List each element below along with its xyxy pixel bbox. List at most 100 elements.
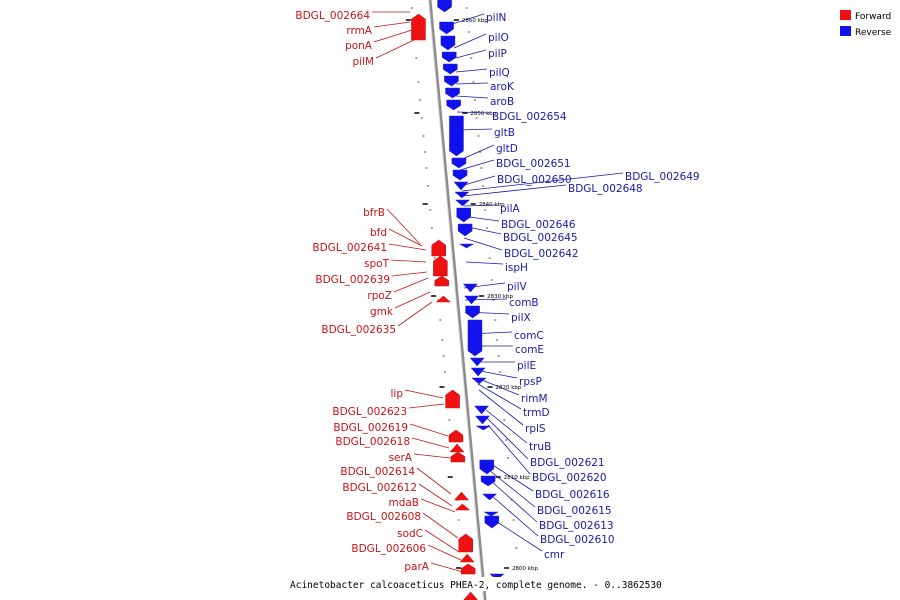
forward-gene-label: BDGL_002608 [346, 511, 421, 523]
reverse-leader-line [487, 461, 534, 492]
reverse-gene-feature [449, 115, 464, 157]
forward-leader-line [373, 29, 413, 43]
reverse-gene-feature [443, 63, 458, 75]
reverse-leader-line [459, 159, 495, 171]
reverse-gene-feature [454, 199, 471, 207]
reverse-leader-line [477, 383, 522, 410]
forward-gene-label: BDGL_002664 [295, 10, 370, 22]
reverse-gene-label: comC [514, 330, 544, 342]
genome-backbone [428, 0, 487, 600]
reverse-gene-feature [462, 283, 478, 293]
forward-gene-feature [453, 491, 470, 501]
forward-gene-label: ponA [345, 40, 373, 52]
reverse-gene-label: comB [509, 297, 539, 309]
forward-leader-line [393, 277, 429, 293]
reverse-leader-line [456, 111, 491, 114]
caption-background [288, 577, 612, 591]
reverse-gene-label: rimM [521, 393, 548, 405]
reverse-gene-feature [479, 459, 495, 475]
reverse-gene-feature [452, 169, 468, 181]
forward-leader-line [404, 389, 444, 399]
forward-leader-line [424, 529, 460, 553]
reverse-gene-feature [480, 475, 496, 487]
forward-gene-feature [445, 389, 460, 409]
reverse-gene-label: pilP [488, 48, 507, 60]
map-caption: Acinetobacter calcoaceticus PHEA-2, comp… [290, 580, 662, 591]
reverse-gene-feature [439, 21, 454, 35]
reverse-leader-line [478, 389, 524, 426]
reverse-gene-label: BDGL_002615 [537, 505, 612, 517]
reverse-gene-label: rpsP [519, 376, 542, 388]
forward-leader-line [390, 259, 427, 263]
forward-gene-label: BDGL_002635 [321, 324, 396, 336]
reverse-leader-line [487, 424, 531, 475]
reverse-gene-label: cmr [544, 549, 565, 561]
reverse-gene-label: gltB [494, 127, 515, 139]
legend-swatch-forward [840, 10, 851, 20]
forward-gene-label: serA [389, 452, 413, 464]
forward-gene-label: rrmA [346, 25, 372, 37]
forward-leader-line [427, 544, 462, 561]
reverse-gene-label: aroB [490, 96, 514, 108]
reverse-gene-feature [463, 295, 480, 305]
leader-lines [372, 11, 624, 573]
reverse-leader-line [451, 13, 485, 25]
reverse-leader-line [488, 469, 536, 508]
reverse-gene-feature [440, 35, 456, 51]
forward-leader-line [386, 208, 421, 245]
reverse-leader-line [460, 175, 496, 187]
forward-gene-label: BDGL_002641 [312, 242, 387, 254]
forward-gene-label: BDGL_002614 [340, 466, 415, 478]
reverse-gene-feature [474, 405, 490, 415]
legend-label-forward: Forward [855, 12, 891, 22]
forward-gene-label: BDGL_002639 [315, 274, 390, 286]
forward-gene-label: bfd [370, 227, 387, 239]
reverse-gene-label: BDGL_002645 [503, 232, 578, 244]
reverse-gene-feature [437, 0, 452, 13]
reverse-leader-line [463, 204, 499, 207]
scale-label: 2820 kbp [495, 385, 521, 391]
reverse-leader-line [453, 33, 487, 49]
reverse-gene-feature [454, 191, 470, 199]
forward-leader-line [422, 512, 459, 539]
forward-leader-line [394, 291, 431, 309]
forward-gene-feature [433, 255, 448, 277]
reverse-gene-label: rplS [525, 423, 546, 435]
reverse-leader-line [486, 417, 529, 460]
forward-gene-label: sodC [397, 528, 423, 540]
reverse-gene-label: gltD [496, 143, 518, 155]
legend-swatch-reverse [840, 26, 851, 36]
forward-leader-line [388, 228, 423, 247]
forward-gene-feature [450, 451, 466, 463]
forward-gene-feature [449, 443, 465, 453]
forward-gene-feature [411, 13, 426, 41]
reverse-leader-line [493, 519, 543, 552]
reverse-gene-feature [451, 157, 467, 169]
forward-gene-label: BDGL_002612 [342, 482, 417, 494]
reverse-gene-label: BDGL_002650 [497, 174, 572, 186]
forward-gene-label: BDGL_002618 [335, 436, 410, 448]
forward-gene-label: pilM [352, 56, 374, 68]
reverse-gene-feature [475, 425, 492, 431]
reverse-leader-line [476, 377, 520, 396]
forward-leader-line [409, 423, 449, 437]
reverse-gene-label: BDGL_002621 [530, 457, 605, 469]
reverse-gene-label: BDGL_002654 [492, 111, 567, 123]
scale-label: 2800 kbp [512, 566, 538, 572]
forward-gene-label: rpoZ [367, 290, 392, 302]
forward-gene-feature [434, 275, 450, 287]
scale-label: 2860 kbp [462, 18, 488, 24]
reverse-gene-label: BDGL_002620 [532, 472, 607, 484]
reverse-leader-line [463, 237, 503, 251]
forward-leader-line [430, 562, 464, 573]
reverse-gene-label: BDGL_002646 [501, 219, 576, 231]
reverse-leader-line [455, 82, 489, 85]
forward-leader-line [418, 483, 453, 507]
reverse-gene-feature [470, 367, 486, 377]
reverse-gene-feature [465, 305, 480, 319]
forward-gene-label: BDGL_002619 [333, 422, 408, 434]
reverse-gene-feature [441, 51, 457, 63]
forward-leader-line [375, 39, 415, 59]
reverse-gene-label: pilQ [489, 67, 510, 79]
forward-leader-line [388, 243, 427, 251]
